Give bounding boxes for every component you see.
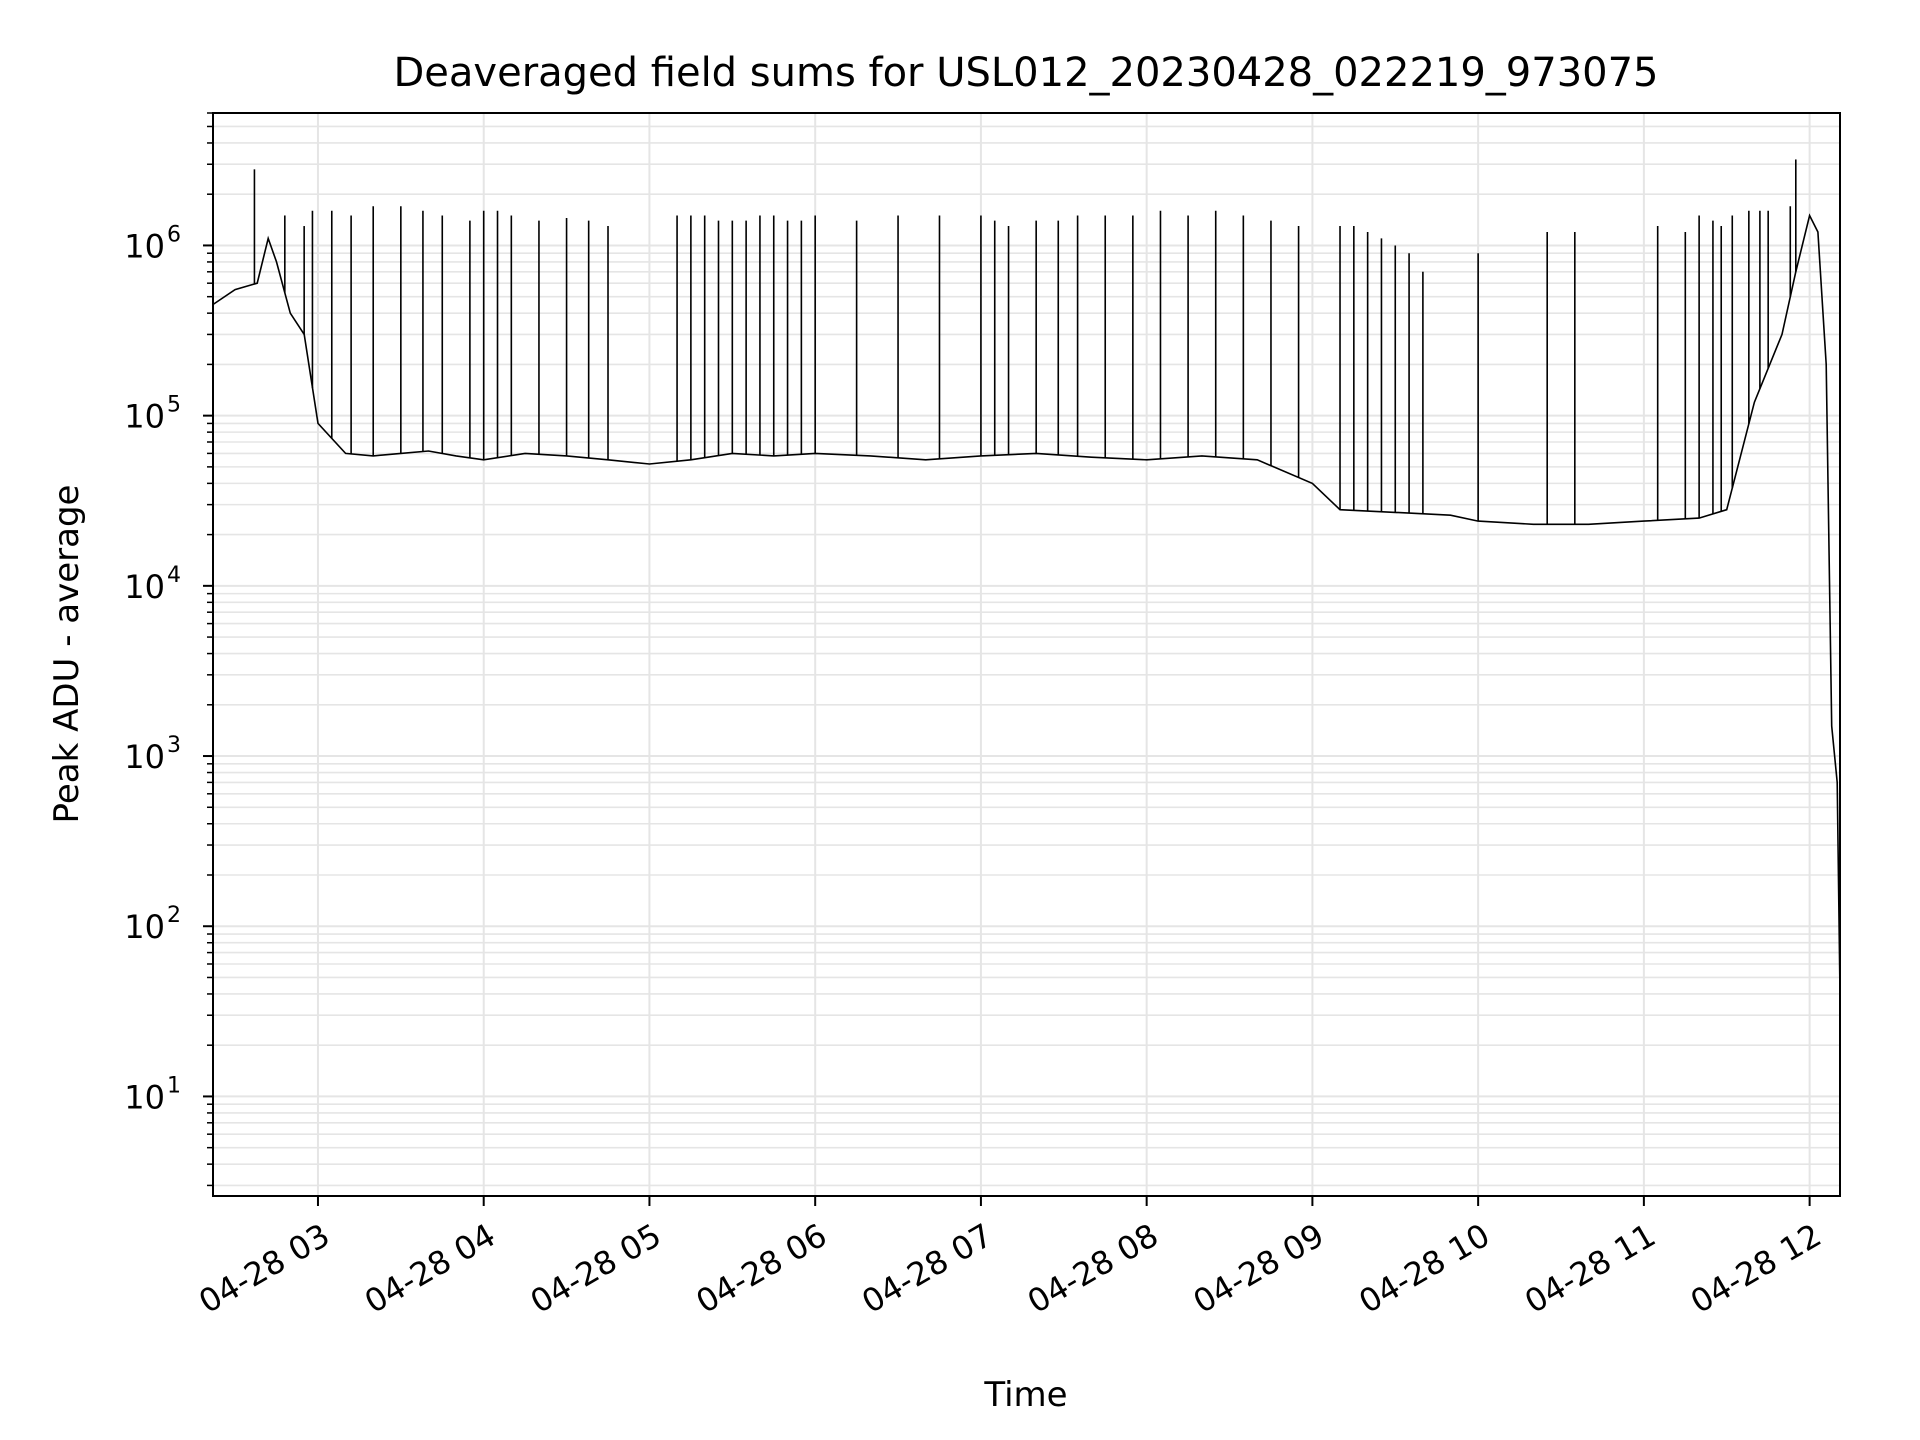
chart-title: Deaveraged field sums for USL012_2023042… <box>394 50 1659 96</box>
plot-frame <box>212 112 1841 1197</box>
y-tick-label: 10 <box>124 568 165 606</box>
y-tick-label-exponent: 2 <box>167 903 181 928</box>
y-tick-label-exponent: 5 <box>167 393 181 418</box>
x-axis-label: Time <box>983 1375 1067 1415</box>
y-tick-label-exponent: 1 <box>167 1073 181 1098</box>
y-tick-label-exponent: 6 <box>167 222 181 247</box>
y-tick-label-exponent: 4 <box>167 563 181 588</box>
y-tick-label: 10 <box>124 908 165 946</box>
y-axis-label: Peak ADU - average <box>47 485 87 824</box>
y-tick-label: 10 <box>124 398 165 436</box>
y-tick-label-exponent: 3 <box>167 733 181 758</box>
y-tick-label: 10 <box>124 738 165 776</box>
y-tick-label: 10 <box>124 227 165 265</box>
y-tick-label: 10 <box>124 1078 165 1116</box>
plot-area <box>212 159 1841 995</box>
